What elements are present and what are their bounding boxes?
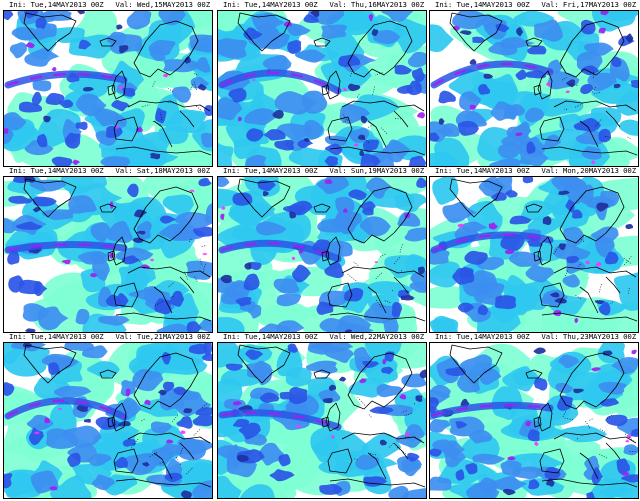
precipitation-map	[3, 10, 213, 167]
forecast-panel-7: Ini: Tue,14MAY2013 00Z Val: Tue,21MAY201…	[2, 332, 213, 499]
valid-time-label: Val: Sat,18MAY2013 00Z	[115, 166, 210, 175]
map-graphic	[430, 343, 638, 498]
map-graphic	[430, 11, 638, 166]
init-time-label: Ini: Tue,14MAY2013 00Z	[9, 166, 104, 175]
init-time-label: Ini: Tue,14MAY2013 00Z	[9, 0, 104, 9]
panel-header: Ini: Tue,14MAY2013 00Z Val: Sat,18MAY201…	[2, 166, 213, 175]
precipitation-map	[3, 176, 213, 333]
valid-time-label: Val: Wed,15MAY2013 00Z	[115, 0, 210, 9]
valid-time-label: Val: Mon,20MAY2013 00Z	[541, 166, 636, 175]
forecast-panel-4: Ini: Tue,14MAY2013 00Z Val: Sat,18MAY201…	[2, 166, 213, 333]
init-time-label: Ini: Tue,14MAY2013 00Z	[435, 166, 530, 175]
init-time-label: Ini: Tue,14MAY2013 00Z	[9, 332, 104, 341]
valid-time-label: Val: Thu,16MAY2013 00Z	[329, 0, 424, 9]
map-graphic	[218, 343, 426, 498]
panel-header: Ini: Tue,14MAY2013 00Z Val: Thu,23MAY201…	[428, 332, 639, 341]
panel-header: Ini: Tue,14MAY2013 00Z Val: Wed,15MAY201…	[2, 0, 213, 9]
init-time-label: Ini: Tue,14MAY2013 00Z	[435, 0, 530, 9]
precipitation-map	[429, 342, 639, 499]
map-graphic	[4, 177, 212, 332]
precipitation-map	[3, 342, 213, 499]
init-time-label: Ini: Tue,14MAY2013 00Z	[223, 166, 318, 175]
forecast-panel-8: Ini: Tue,14MAY2013 00Z Val: Wed,22MAY201…	[216, 332, 427, 499]
forecast-panel-5: Ini: Tue,14MAY2013 00Z Val: Sun,19MAY201…	[216, 166, 427, 333]
panel-header: Ini: Tue,14MAY2013 00Z Val: Wed,22MAY201…	[216, 332, 427, 341]
init-time-label: Ini: Tue,14MAY2013 00Z	[435, 332, 530, 341]
valid-time-label: Val: Sun,19MAY2013 00Z	[329, 166, 424, 175]
map-graphic	[4, 11, 212, 166]
panel-header: Ini: Tue,14MAY2013 00Z Val: Thu,16MAY201…	[216, 0, 427, 9]
forecast-panel-9: Ini: Tue,14MAY2013 00Z Val: Thu,23MAY201…	[428, 332, 639, 499]
map-graphic	[218, 11, 426, 166]
precipitation-map	[217, 176, 427, 333]
precipitation-map	[217, 342, 427, 499]
forecast-panel-1: Ini: Tue,14MAY2013 00Z Val: Wed,15MAY201…	[2, 0, 213, 167]
panel-header: Ini: Tue,14MAY2013 00Z Val: Tue,21MAY201…	[2, 332, 213, 341]
valid-time-label: Val: Wed,22MAY2013 00Z	[329, 332, 424, 341]
valid-time-label: Val: Fri,17MAY2013 00Z	[541, 0, 636, 9]
forecast-panel-3: Ini: Tue,14MAY2013 00Z Val: Fri,17MAY201…	[428, 0, 639, 167]
forecast-panel-2: Ini: Tue,14MAY2013 00Z Val: Thu,16MAY201…	[216, 0, 427, 167]
panel-header: Ini: Tue,14MAY2013 00Z Val: Fri,17MAY201…	[428, 0, 639, 9]
precipitation-map	[429, 176, 639, 333]
init-time-label: Ini: Tue,14MAY2013 00Z	[223, 0, 318, 9]
map-graphic	[4, 343, 212, 498]
map-graphic	[218, 177, 426, 332]
valid-time-label: Val: Tue,21MAY2013 00Z	[115, 332, 210, 341]
panel-header: Ini: Tue,14MAY2013 00Z Val: Mon,20MAY201…	[428, 166, 639, 175]
precipitation-map	[217, 10, 427, 167]
valid-time-label: Val: Thu,23MAY2013 00Z	[541, 332, 636, 341]
forecast-panel-6: Ini: Tue,14MAY2013 00Z Val: Mon,20MAY201…	[428, 166, 639, 333]
map-graphic	[430, 177, 638, 332]
precipitation-map	[429, 10, 639, 167]
init-time-label: Ini: Tue,14MAY2013 00Z	[223, 332, 318, 341]
panel-header: Ini: Tue,14MAY2013 00Z Val: Sun,19MAY201…	[216, 166, 427, 175]
